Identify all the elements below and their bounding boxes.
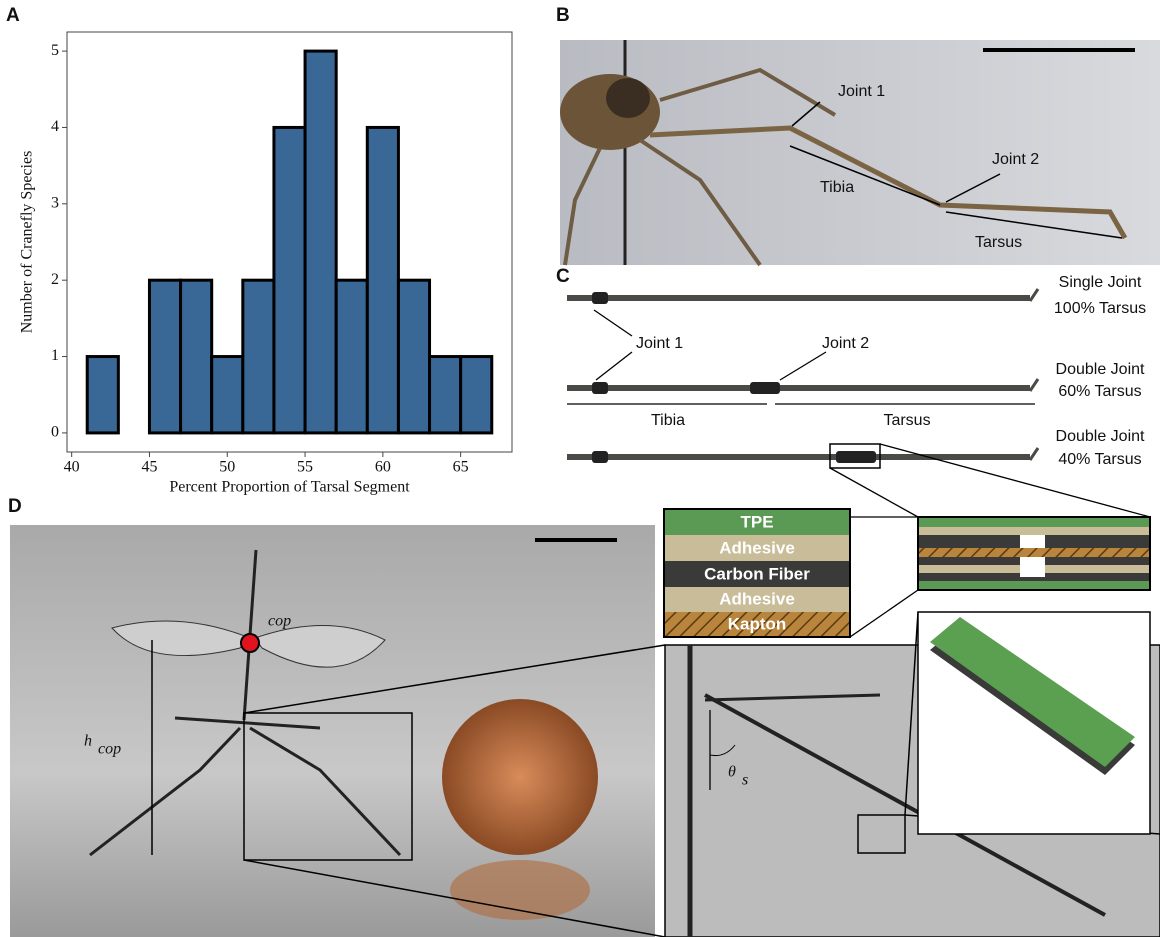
annotation: Joint 1 — [636, 335, 683, 352]
y-tick-label: 2 — [51, 271, 59, 288]
bar — [274, 127, 305, 432]
rod-label: 100% Tarsus — [1054, 300, 1146, 317]
annotation: cop — [98, 741, 121, 758]
layer-label: Kapton — [728, 614, 787, 633]
annotation: s — [742, 772, 748, 789]
bar — [212, 357, 243, 433]
y-tick-label: 5 — [51, 42, 59, 59]
annotation: h — [84, 733, 92, 750]
annotation: Tibia — [820, 179, 854, 196]
rod-label: 40% Tarsus — [1058, 451, 1141, 468]
panel-label: D — [8, 496, 22, 517]
bar — [461, 357, 492, 433]
annotation: Joint 2 — [992, 151, 1039, 168]
y-tick-label: 0 — [51, 424, 59, 441]
y-tick-label: 1 — [51, 347, 59, 364]
rod-label: 60% Tarsus — [1058, 383, 1141, 400]
panel-label: C — [556, 266, 570, 287]
page: {"panel_labels": ["A", "B", "C", "D"], "… — [0, 0, 1160, 937]
bar — [243, 280, 274, 433]
x-tick-label: 60 — [375, 459, 391, 476]
x-tick-label: 50 — [219, 459, 235, 476]
y-axis-label: Number of Cranefly Species — [19, 151, 36, 334]
bar — [149, 280, 180, 433]
rod-label: Double Joint — [1056, 361, 1146, 378]
rods — [567, 289, 1038, 463]
annotation: Tibia — [651, 412, 685, 429]
layer-label: Adhesive — [719, 538, 795, 557]
bar — [430, 357, 461, 433]
annotation: Tarsus — [883, 412, 930, 429]
panel-label: B — [556, 5, 570, 26]
annotation: Joint 1 — [838, 83, 885, 100]
bar — [181, 280, 212, 433]
annotation: θ — [728, 764, 736, 781]
layer-label: Carbon Fiber — [704, 564, 810, 583]
bar — [367, 127, 398, 432]
bar — [87, 357, 118, 433]
panel-label: A — [6, 5, 20, 26]
y-tick-label: 3 — [51, 194, 59, 211]
y-tick-label: 4 — [51, 118, 59, 135]
rod-label: Double Joint — [1056, 428, 1146, 445]
photo-b — [560, 40, 1160, 265]
annotation: cop — [268, 613, 291, 630]
figure: 404550556065012345Percent Proportion of … — [0, 0, 1160, 937]
bar — [305, 51, 336, 433]
x-axis-label: Percent Proportion of Tarsal Segment — [169, 479, 410, 496]
layer-label: TPE — [740, 512, 773, 531]
x-tick-label: 40 — [64, 459, 80, 476]
annotation: Joint 2 — [822, 335, 869, 352]
x-tick-label: 45 — [141, 459, 157, 476]
bar — [336, 280, 367, 433]
rod-label: Single Joint — [1059, 274, 1142, 291]
x-tick-label: 55 — [297, 459, 313, 476]
x-tick-label: 65 — [453, 459, 469, 476]
layer-label: Adhesive — [719, 589, 795, 608]
bar — [398, 280, 429, 433]
annotation: Tarsus — [975, 234, 1022, 251]
